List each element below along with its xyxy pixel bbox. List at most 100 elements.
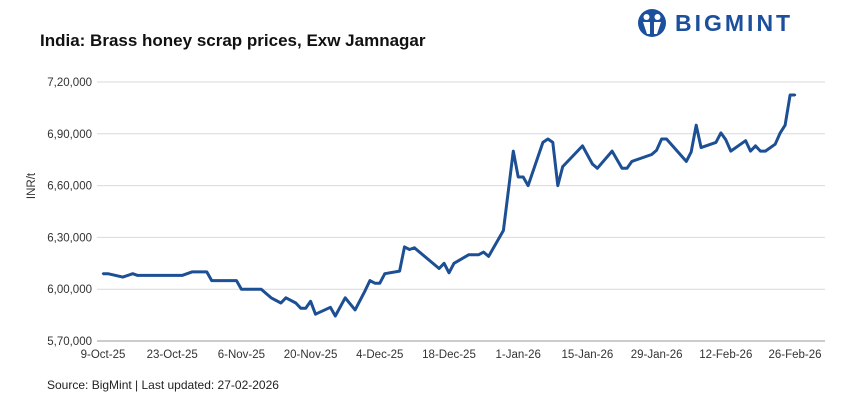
data-point: [121, 275, 124, 279]
data-point: [437, 267, 441, 270]
data-point: [517, 175, 520, 179]
data-point: [408, 248, 411, 251]
y-tick-label: 6,90,000: [47, 129, 92, 141]
data-point: [744, 139, 747, 142]
data-point: [714, 141, 718, 144]
data-point: [759, 149, 762, 153]
data-point: [210, 279, 213, 282]
series-line: [103, 93, 795, 318]
data-point: [373, 281, 377, 285]
data-point: [398, 269, 401, 273]
data-point: [546, 137, 550, 141]
data-point: [403, 245, 406, 249]
data-point: [764, 149, 767, 153]
data-point: [269, 296, 273, 300]
data-point: [368, 279, 372, 282]
logo-text: BIGMINT: [675, 9, 794, 36]
data-point: [304, 306, 307, 310]
x-tick-label: 29-Jan-26: [631, 349, 683, 361]
data-point: [596, 167, 599, 170]
x-tick-label: 1-Jan-26: [496, 349, 541, 361]
data-point: [240, 288, 243, 291]
data-point: [556, 184, 559, 187]
source-note: Source: BigMint | Last updated: 27-02-20…: [47, 378, 279, 392]
x-tick-label: 4-Dec-25: [356, 349, 403, 361]
data-point: [235, 279, 238, 282]
data-point: [660, 137, 663, 141]
data-point: [334, 314, 337, 318]
x-tick-label: 18-Dec-25: [422, 349, 476, 361]
data-point: [561, 165, 564, 168]
data-point: [685, 160, 688, 163]
y-tick-label: 5,70,000: [47, 336, 92, 348]
data-point: [106, 272, 110, 275]
data-point: [719, 131, 723, 135]
x-tick-label: 15-Jan-26: [562, 349, 614, 361]
data-point: [630, 160, 634, 163]
y-tick-label: 6,60,000: [47, 181, 92, 193]
data-point: [467, 253, 470, 256]
data-point: [190, 270, 194, 274]
data-point: [699, 146, 703, 149]
bigmint-logo-icon: [638, 9, 666, 37]
data-point: [724, 138, 728, 142]
data-point: [482, 250, 485, 254]
data-point: [591, 162, 594, 166]
data-point: [694, 123, 698, 127]
data-point: [655, 149, 658, 152]
data-point: [477, 253, 480, 256]
data-point: [259, 288, 263, 291]
y-tick-label: 6,30,000: [47, 232, 92, 244]
x-tick-label: 12-Feb-26: [699, 349, 752, 361]
data-point: [363, 289, 367, 293]
data-point: [551, 141, 555, 144]
data-point: [620, 167, 624, 170]
chart-title: India: Brass honey scrap prices, Exw Jam…: [40, 31, 426, 50]
data-point: [447, 271, 451, 274]
data-point: [512, 149, 515, 153]
bigmint-logo: BIGMINT: [637, 8, 793, 38]
data-point: [665, 137, 668, 141]
data-point: [101, 272, 105, 275]
data-point: [131, 272, 134, 275]
x-tick-label: 6-Nov-25: [218, 349, 265, 361]
data-point: [749, 149, 752, 153]
data-point: [314, 313, 317, 316]
data-point: [526, 184, 530, 187]
data-point: [442, 262, 446, 265]
data-point: [309, 300, 312, 303]
data-point: [690, 150, 693, 154]
data-point: [344, 296, 347, 300]
data-point: [610, 149, 614, 153]
data-point: [650, 153, 653, 156]
data-point: [793, 93, 797, 97]
x-tick-label: 26-Feb-26: [768, 349, 821, 361]
data-point: [783, 123, 787, 127]
data-point: [383, 272, 386, 275]
y-tick-label: 7,20,000: [47, 77, 92, 89]
data-point: [778, 131, 782, 135]
data-point: [284, 296, 288, 300]
data-point: [487, 255, 490, 258]
data-point: [279, 301, 283, 305]
data-point: [581, 144, 584, 148]
x-tick-label: 23-Oct-25: [147, 349, 198, 361]
data-point: [754, 144, 757, 148]
y-tick-label: 6,00,000: [47, 284, 92, 296]
x-tick-label: 20-Nov-25: [284, 349, 338, 361]
data-point: [729, 149, 732, 153]
data-point: [299, 306, 302, 310]
data-point: [205, 270, 209, 274]
y-axis-label: INR/t: [26, 172, 38, 199]
x-tick-label: 9-Oct-25: [81, 349, 126, 361]
data-point: [774, 142, 777, 146]
data-point: [521, 175, 525, 179]
data-point: [180, 274, 184, 277]
data-point: [329, 306, 332, 309]
data-point: [378, 281, 382, 285]
data-point: [502, 229, 505, 232]
data-point: [541, 141, 545, 144]
data-point: [136, 274, 139, 277]
data-point: [353, 308, 357, 312]
